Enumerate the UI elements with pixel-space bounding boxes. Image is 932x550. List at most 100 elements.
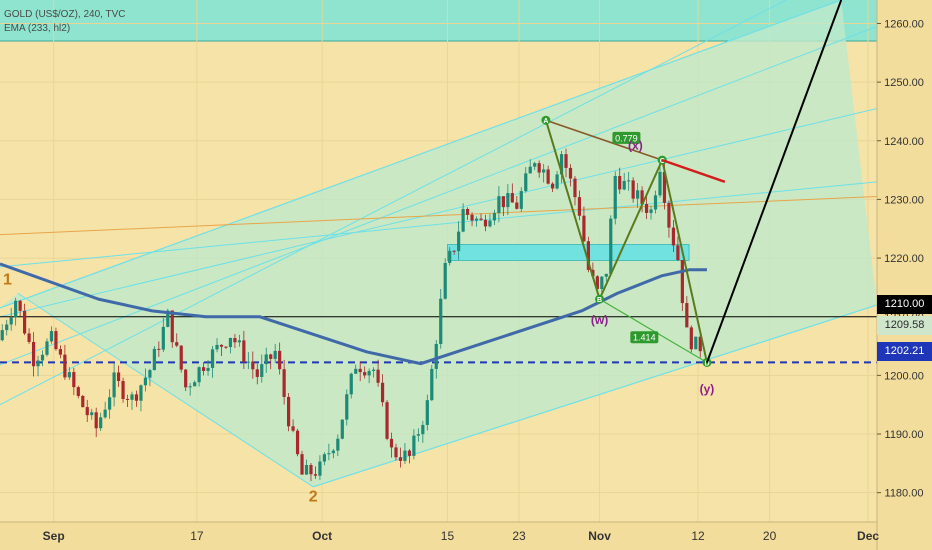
candle: [170, 310, 174, 343]
pitchfork-inner-line: [0, 108, 878, 318]
wave-label: (w): [591, 313, 608, 327]
last-price-tag: 1210.00: [877, 295, 932, 314]
candle: [510, 193, 514, 203]
candle: [184, 369, 188, 388]
x-tick-label: 20: [763, 529, 777, 543]
y-tick-label: 1220.00: [884, 253, 924, 265]
pattern-leg: [544, 119, 601, 300]
candle: [653, 195, 658, 210]
candle: [586, 241, 590, 270]
ema-layer: [0, 262, 707, 366]
x-tick-label: Nov: [588, 529, 611, 543]
candle: [336, 438, 340, 451]
candle: [403, 450, 407, 461]
candle: [555, 174, 559, 189]
candle: [116, 372, 121, 381]
candle: [309, 464, 313, 475]
candle: [224, 346, 228, 348]
pattern-point-label: A: [543, 118, 548, 125]
pitchfork-channel-fill: [0, 0, 877, 487]
candle: [421, 424, 425, 435]
candle: [649, 209, 653, 213]
candle: [568, 167, 573, 179]
candle: [515, 202, 519, 209]
price-axis-panel: [877, 0, 932, 550]
horizontal-lines-layer: [0, 316, 877, 364]
candle: [45, 341, 49, 355]
y-tick-label: 1200.00: [884, 370, 924, 382]
candle: [492, 213, 497, 221]
candle: [14, 300, 18, 318]
candle: [622, 180, 626, 190]
candle: [228, 337, 233, 348]
candle: [237, 340, 241, 343]
candle: [121, 380, 125, 399]
candle: [0, 330, 4, 341]
candle: [380, 382, 385, 403]
candle: [139, 385, 143, 401]
candle: [537, 163, 541, 173]
wave-label: (x): [628, 139, 643, 153]
candle: [81, 395, 85, 408]
y-tick-label: 1240.00: [884, 136, 924, 148]
candle: [54, 331, 58, 350]
candle: [524, 173, 528, 192]
candle: [488, 220, 492, 227]
candle: [461, 209, 465, 232]
x-tick-label: Sep: [43, 529, 65, 543]
candle: [577, 197, 582, 216]
candle: [36, 360, 40, 367]
candle: [31, 341, 36, 367]
candle: [112, 372, 116, 398]
candle: [58, 349, 63, 355]
candle: [528, 166, 532, 174]
pattern-leg: [598, 159, 664, 300]
pattern-point-b: [595, 294, 605, 304]
candle: [130, 394, 134, 400]
candle: [658, 171, 662, 196]
supply-zone: [447, 244, 690, 261]
candle: [430, 368, 434, 401]
candle: [282, 369, 286, 397]
candle: [591, 269, 595, 277]
candle: [506, 193, 510, 208]
ratio-badge: [612, 131, 641, 144]
y-tick-label: 1180.00: [885, 488, 924, 500]
candle: [416, 434, 420, 436]
candle: [542, 169, 546, 173]
candle: [676, 245, 680, 261]
candle: [242, 340, 246, 362]
candle: [219, 344, 224, 347]
candle: [210, 349, 215, 368]
candle: [76, 387, 80, 396]
candle: [385, 402, 389, 439]
candle: [448, 250, 452, 263]
candle: [318, 461, 322, 476]
candle: [452, 250, 456, 252]
support-price-tag: 1202.21: [877, 342, 932, 361]
candle: [143, 377, 148, 386]
candle: [304, 464, 309, 475]
candle: [694, 336, 698, 350]
candle: [273, 350, 277, 359]
candle: [671, 227, 676, 246]
candle: [667, 202, 671, 228]
candle: [40, 354, 45, 361]
candle: [331, 450, 335, 454]
candle: [72, 372, 76, 388]
candle: [627, 180, 631, 182]
candle: [157, 348, 161, 350]
candle: [376, 369, 380, 383]
wave-label: 1: [3, 271, 12, 288]
pattern-point-label: B: [597, 297, 602, 304]
ratio-badge: [630, 331, 659, 344]
wave-label: (y): [700, 382, 715, 396]
candle: [398, 457, 403, 461]
candle: [179, 345, 183, 370]
y-tick-label: 1250.00: [884, 77, 924, 89]
candle: [457, 231, 461, 252]
candle: [519, 191, 523, 209]
symbol-title: GOLD (US$/OZ), 240, TVC: [4, 9, 126, 20]
